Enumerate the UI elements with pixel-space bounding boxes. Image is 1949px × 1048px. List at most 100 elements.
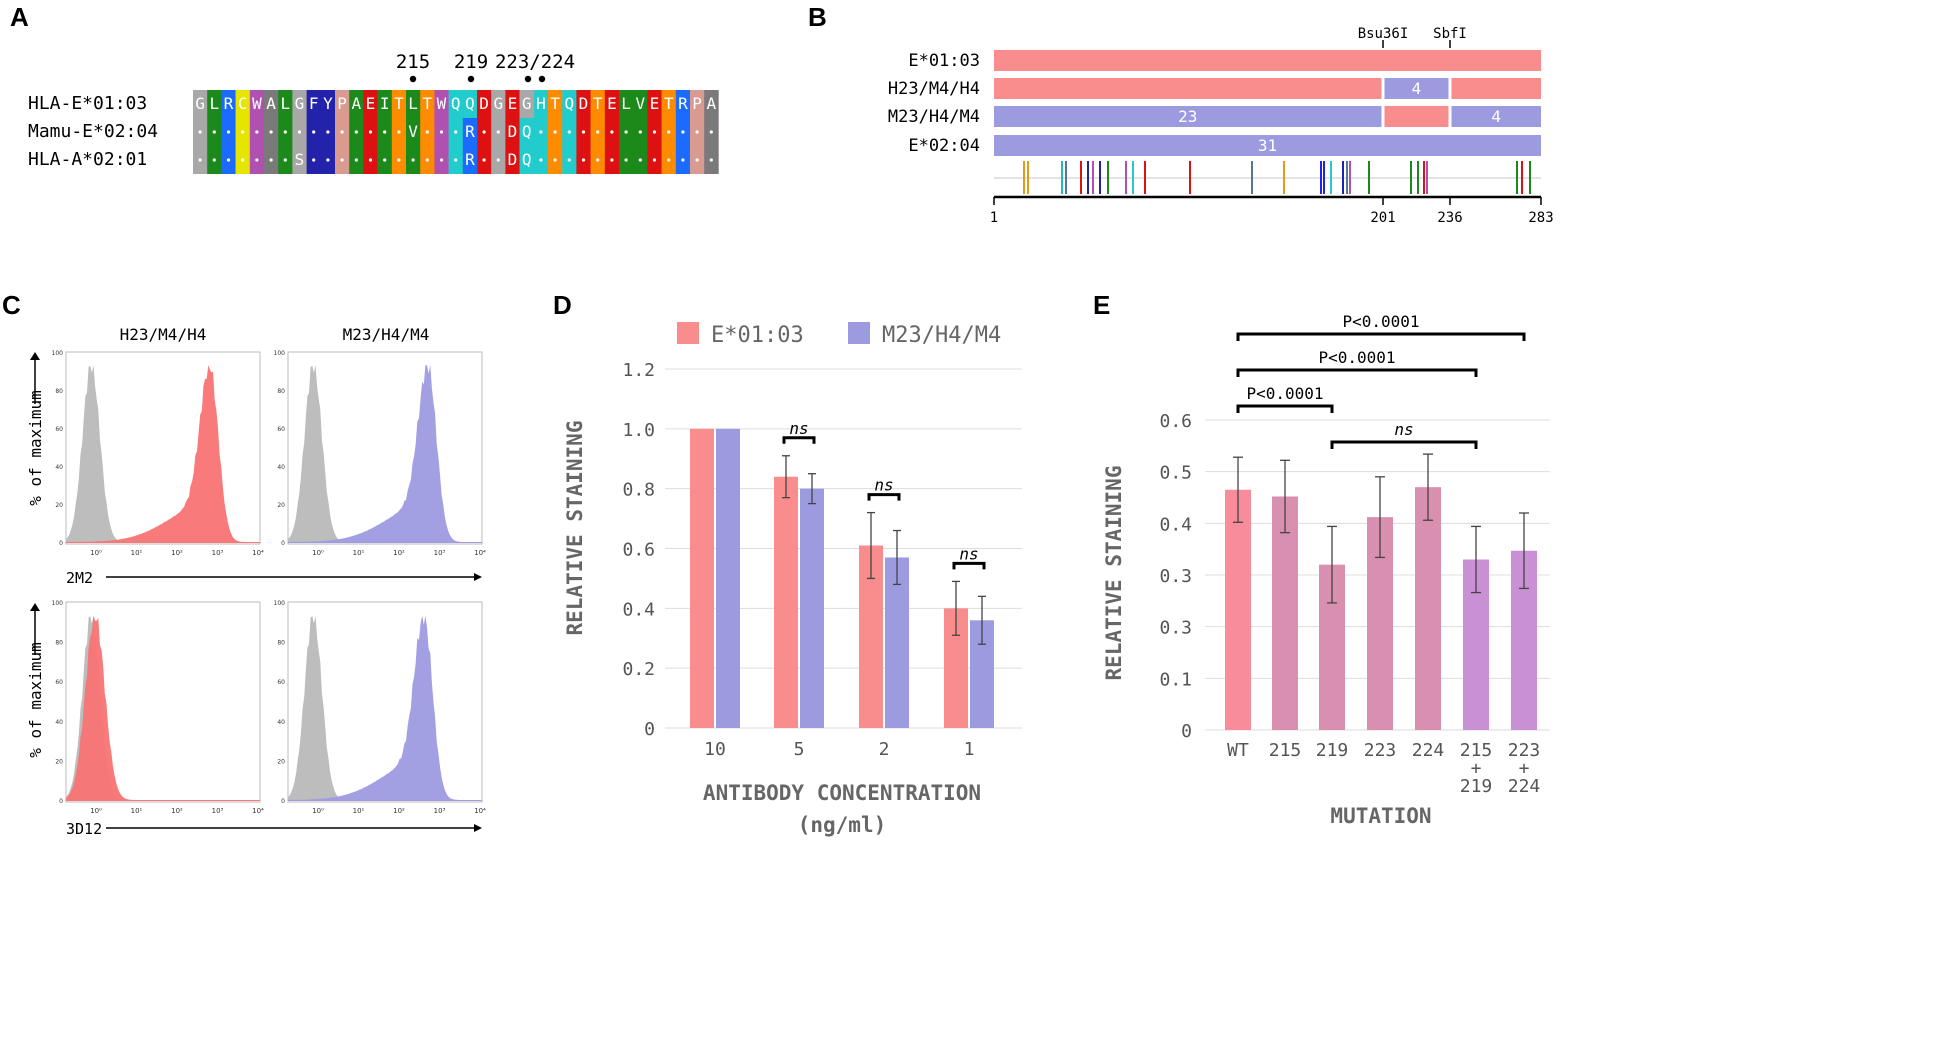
histogram-y-tick: 40 (277, 464, 285, 471)
residue: A (706, 94, 716, 113)
y-tick-label: 1.2 (622, 360, 655, 381)
identity-dot (226, 158, 231, 162)
axis-tick-label: 201 (1370, 210, 1395, 226)
substituted-residue: D (508, 122, 518, 141)
substituted-residue: R (465, 150, 475, 169)
significance-label: P<0.0001 (1342, 312, 1419, 331)
residue: T (664, 94, 674, 113)
identity-dot (539, 130, 543, 134)
alignment-cell-highlight (519, 90, 535, 118)
identity-dot (553, 158, 557, 162)
residue: T (422, 94, 432, 113)
identity-dot (454, 158, 458, 162)
identity-dot (482, 130, 486, 134)
y-axis-label: RELATIVE STAINING (563, 421, 587, 636)
y-tick-label: 0.6 (1159, 411, 1192, 432)
antibody-histogram (288, 615, 482, 801)
panel-label-b: B (808, 2, 827, 32)
substituted-residue: Q (522, 150, 532, 169)
identity-dot (241, 130, 245, 134)
construct-segment (994, 106, 1382, 127)
significance-label: ns (1394, 420, 1413, 439)
histogram-x-tick: 10² (171, 807, 183, 815)
histogram-x-tick: 10² (393, 807, 405, 815)
construct-segment (1451, 106, 1541, 127)
alignment-row-label: HLA-A*02:01 (28, 149, 147, 170)
histogram-x-tick: 10⁴ (252, 549, 264, 557)
x-tick-label: 219 (1460, 776, 1493, 797)
segment-difference-count: 4 (1491, 107, 1501, 126)
histogram-x-tick: 10¹ (353, 807, 365, 815)
identity-dot (212, 158, 216, 162)
identity-dot (667, 130, 671, 134)
histogram-y-tick: 0 (281, 798, 285, 805)
substitution-cell (462, 118, 478, 146)
identity-dot (425, 158, 429, 162)
identity-dot (326, 130, 330, 134)
bar (1225, 489, 1251, 730)
residue: E (650, 94, 660, 113)
panel-label-c: C (2, 290, 21, 320)
identity-dot (340, 158, 344, 162)
construct-segment (994, 50, 1541, 71)
panel-c-flow-histograms: H23/M4/H4 M23/H4/M4 100 80 60 40 20 0 10⁰ 10¹ 10² 1… (26, 325, 486, 838)
isotype-histogram (288, 615, 482, 801)
histogram-y-label: % of maximum (26, 642, 45, 758)
histogram-y-tick: 100 (274, 350, 286, 357)
significance-bracket (1236, 368, 1478, 377)
position-marker-dot (467, 75, 475, 83)
identity-dot (255, 130, 259, 134)
x-axis-label: MUTATION (1330, 804, 1431, 828)
identity-dot (638, 158, 642, 162)
position-marker-dot (524, 75, 532, 83)
substituted-residue: S (295, 150, 305, 169)
y-tick-label: 0.6 (622, 540, 655, 561)
panel-label-e: E (1093, 290, 1111, 320)
histogram-x-tick: 10³ (434, 807, 446, 815)
residue: I (380, 94, 390, 113)
position-label: 215 (396, 51, 430, 73)
y-axis-arrow-head (30, 352, 40, 360)
identity-dot (553, 130, 557, 134)
substituted-residue: R (465, 122, 475, 141)
residue: V (635, 94, 645, 113)
histogram-y-tick: 100 (52, 350, 64, 357)
x-axis-arrow-head (474, 573, 482, 581)
construct-segment (994, 135, 1541, 156)
identity-dot (354, 130, 358, 134)
identity-dot (596, 130, 600, 134)
identity-dot (439, 158, 444, 162)
identity-dot (496, 130, 500, 134)
restriction-site-label: Bsu36I (1358, 26, 1409, 42)
histogram-x-tick: 10⁰ (90, 807, 102, 815)
identity-dot (397, 130, 401, 134)
residue: W (252, 94, 262, 113)
y-tick-label: 0.8 (622, 480, 655, 501)
y-tick-label: 0.4 (1159, 514, 1192, 535)
position-marker-dot (409, 75, 417, 83)
position-label: 219 (454, 51, 488, 73)
x-tick-label: 219 (1316, 740, 1349, 761)
significance-bracket (1236, 332, 1526, 341)
histogram-x-tick: 10⁰ (312, 549, 324, 557)
histogram-y-label: % of maximum (26, 390, 45, 506)
segment-difference-count: 4 (1412, 79, 1422, 98)
y-axis-label: RELATIVE STAINING (1102, 466, 1126, 681)
legend-swatch (677, 322, 699, 344)
histogram-y-tick: 20 (55, 502, 63, 509)
identity-dot (667, 158, 671, 162)
y-tick-label: 0.5 (1159, 463, 1192, 484)
histogram-y-tick: 80 (277, 640, 285, 647)
identity-dot (709, 130, 713, 134)
histogram-x-tick: 10¹ (131, 807, 143, 815)
panel-label-a: A (10, 2, 29, 32)
histogram-x-tick: 10³ (212, 549, 224, 557)
significance-bracket (1330, 440, 1478, 449)
x-tick-label: 5 (794, 739, 805, 760)
significance-bracket (782, 436, 816, 444)
significance-bracket (1236, 404, 1334, 413)
histogram-column-title: H23/M4/H4 (120, 325, 207, 344)
identity-dot (212, 130, 216, 134)
identity-dot (411, 158, 415, 162)
x-tick-label: 224 (1508, 776, 1541, 797)
